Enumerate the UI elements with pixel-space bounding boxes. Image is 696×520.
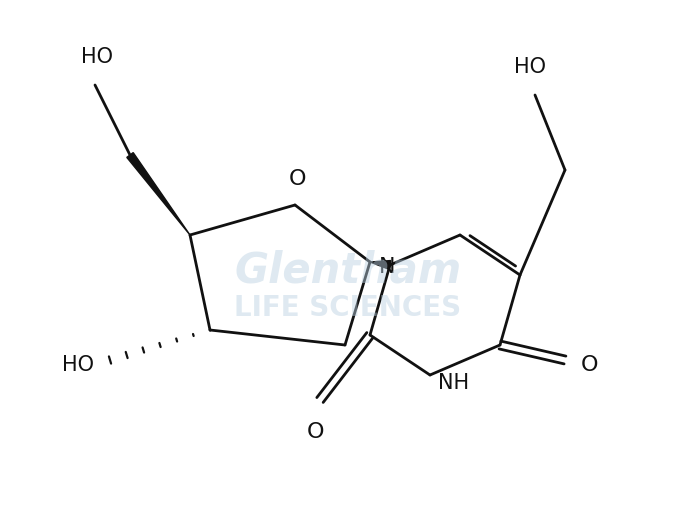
Text: O: O xyxy=(306,422,324,442)
Text: LIFE SCIENCES: LIFE SCIENCES xyxy=(235,294,461,322)
Text: HO: HO xyxy=(81,47,113,67)
Polygon shape xyxy=(127,152,190,235)
Text: HO: HO xyxy=(514,57,546,77)
Polygon shape xyxy=(370,261,390,269)
Text: O: O xyxy=(581,355,599,375)
Text: Glentham: Glentham xyxy=(235,249,461,291)
Text: N: N xyxy=(379,257,395,277)
Text: HO: HO xyxy=(62,355,94,375)
Text: O: O xyxy=(288,169,306,189)
Text: NH: NH xyxy=(438,373,469,393)
